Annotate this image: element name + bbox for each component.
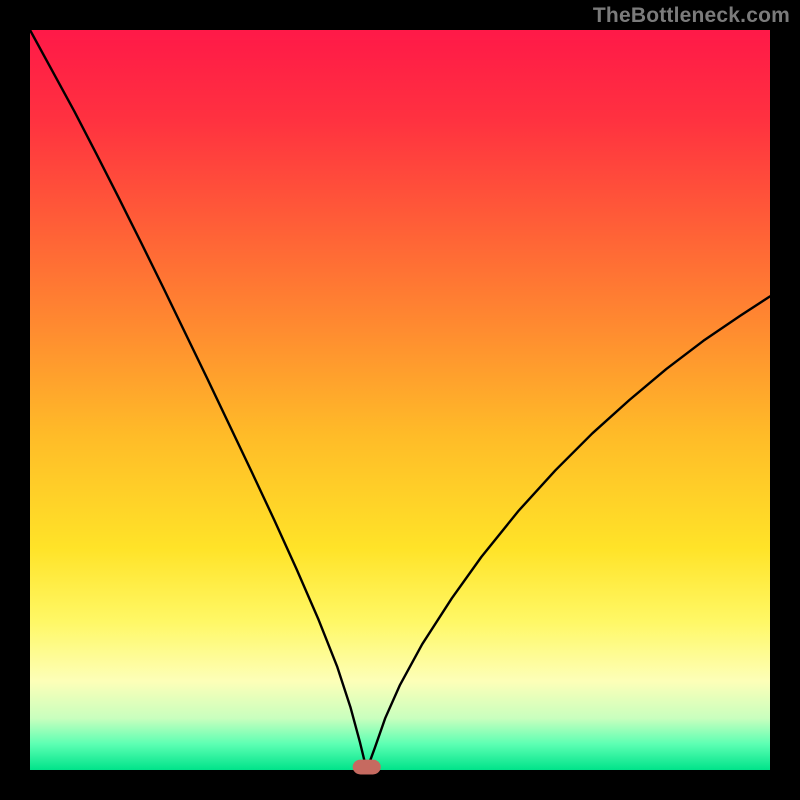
vertex-marker — [353, 760, 381, 775]
chart-container: TheBottleneck.com — [0, 0, 800, 800]
watermark-label: TheBottleneck.com — [593, 4, 790, 28]
plot-background — [30, 30, 770, 770]
chart-svg — [0, 0, 800, 800]
